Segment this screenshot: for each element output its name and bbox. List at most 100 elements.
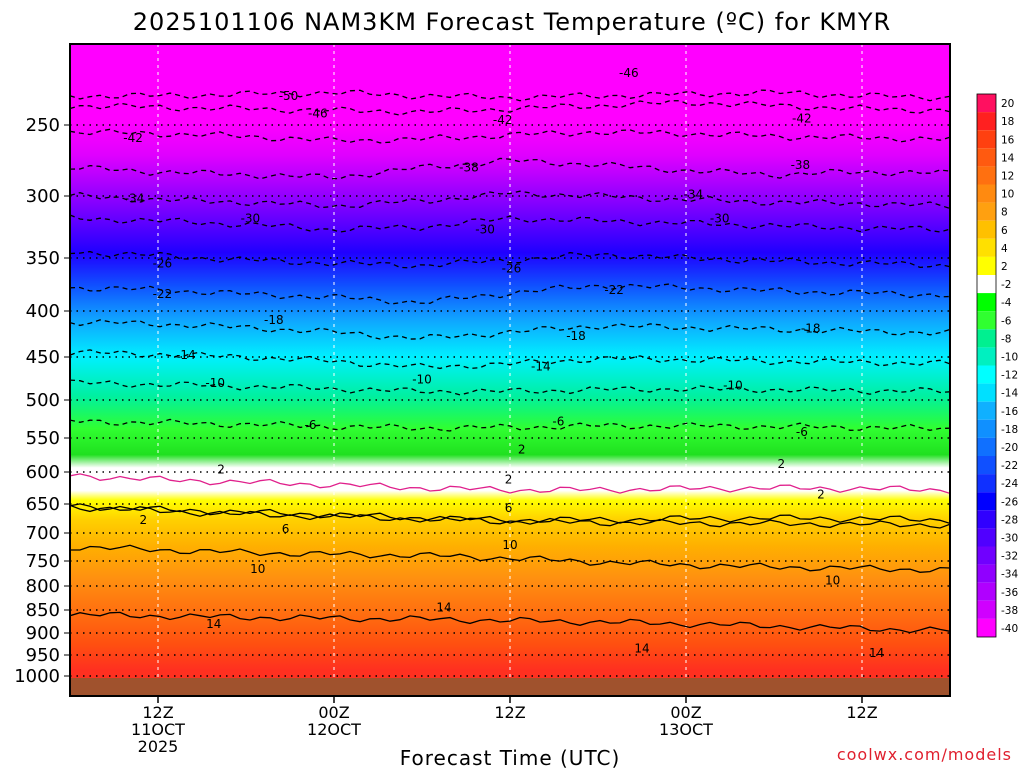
colorbar-label: -2 [1001, 279, 1011, 291]
contour-label: 2 [518, 443, 526, 457]
colorbar-cell [977, 347, 996, 366]
contour-label: -30 [475, 222, 495, 236]
x-tick-label: 00Z [670, 703, 701, 722]
contour-label: -38 [459, 161, 479, 175]
colorbar-label: -34 [1001, 569, 1018, 581]
colorbar-label: 16 [1001, 134, 1015, 146]
contour-label: 10 [250, 562, 265, 576]
colorbar-cell [977, 184, 996, 203]
colorbar-cell [977, 419, 996, 438]
colorbar-label: -40 [1001, 623, 1018, 635]
y-tick-label: 450 [26, 347, 60, 368]
colorbar-label: 18 [1001, 116, 1014, 128]
contour-label: -30 [710, 211, 730, 225]
colorbar-cell [977, 365, 996, 384]
contour-label: -46 [308, 107, 328, 121]
contour-label: -6 [552, 414, 564, 428]
contour-lines [70, 89, 950, 634]
contour-label: -34 [125, 191, 145, 205]
contour-line [70, 503, 950, 525]
contour-label: -14 [176, 348, 196, 362]
contour-label: -22 [153, 287, 173, 301]
contour-label: -18 [801, 321, 821, 335]
contour-label: -46 [619, 66, 639, 80]
y-tick-label: 350 [26, 248, 60, 269]
colorbar-cell [977, 293, 996, 312]
colorbar-cell [977, 112, 996, 131]
colorbar-label: -24 [1001, 478, 1018, 490]
contour-label: -10 [723, 378, 743, 392]
contour-label: -22 [604, 283, 624, 297]
contour-label: 14 [634, 641, 649, 655]
y-tick-label: 900 [26, 623, 60, 644]
contour-line [70, 100, 950, 116]
contour-line [70, 379, 950, 396]
colorbar-label: -14 [1001, 388, 1018, 400]
x-tick-label: 12Z [494, 703, 525, 722]
colorbar-cell [977, 401, 996, 420]
x-axis-title: Forecast Time (UTC) [400, 746, 621, 768]
y-tick-label: 550 [26, 428, 60, 449]
colorbar-cell [977, 456, 996, 475]
y-tick-label: 850 [26, 600, 60, 621]
colorbar-cell [977, 202, 996, 221]
colorbar-cell [977, 94, 996, 113]
credit-text: coolwx.com/models [837, 745, 1012, 764]
colorbar-label: -4 [1001, 297, 1012, 309]
y-tick-label: 950 [26, 645, 60, 666]
colorbar-cell [977, 329, 996, 348]
colorbar-cell [977, 618, 996, 637]
colorbar-label: -18 [1001, 424, 1018, 436]
colorbar-cell [977, 600, 996, 619]
y-tick-label: 750 [26, 551, 60, 572]
contour-line [70, 504, 950, 529]
colorbar-frame [976, 93, 997, 638]
colorbar-cell [977, 564, 996, 583]
contour-label: 2 [140, 513, 148, 527]
contour-label: -42 [792, 112, 812, 126]
colorbar-label: -20 [1001, 442, 1018, 454]
contour-label: 14 [869, 646, 884, 660]
colorbar-label: 4 [1001, 243, 1008, 255]
plot-area: -50 -46 -46 -42 -42 -42 -38 -38 -34 -34 -30 -30 -30 -… [70, 44, 950, 696]
contour-label: -18 [566, 329, 586, 343]
colorbar-label: 10 [1001, 189, 1014, 201]
colorbar-label: 12 [1001, 170, 1014, 182]
contour-label: -26 [502, 262, 522, 276]
contour-label: -30 [241, 211, 261, 225]
y-tick-label: 700 [26, 523, 60, 544]
x-tick-label: 11OCT [131, 720, 185, 739]
contour-label: 2 [778, 457, 786, 471]
colorbar-label: -8 [1001, 333, 1011, 345]
contour-label: -34 [684, 188, 704, 202]
colorbar-cell [977, 220, 996, 239]
colorbar-label: 2 [1001, 261, 1008, 273]
colorbar: 20 18 16 14 12 10 8 6 4 2 -2 -4 -6 -8 -10 -12 -14 -16 -18 -… [976, 93, 1018, 638]
contour-label: -6 [796, 425, 808, 439]
contour-line [70, 283, 950, 305]
contour-label: 6 [282, 522, 290, 536]
contour-label: 2 [817, 487, 825, 501]
y-tick-label: 400 [26, 301, 60, 322]
colorbar-label: 14 [1001, 152, 1015, 164]
contour-label: 14 [206, 617, 221, 631]
contour-label: -18 [264, 313, 284, 327]
colorbar-label: -22 [1001, 460, 1018, 472]
x-tick-label: 12Z [142, 703, 173, 722]
colorbar-label: -6 [1001, 315, 1012, 327]
y-tick-label: 650 [26, 494, 60, 515]
y-tick-label: 250 [26, 115, 60, 136]
colorbar-label: -36 [1001, 587, 1018, 599]
colorbar-cell [977, 510, 996, 529]
colorbar-label: -32 [1001, 551, 1018, 563]
colorbar-cell [977, 474, 996, 493]
contour-line [70, 473, 950, 495]
contour-label: 6 [505, 501, 513, 515]
contour-line [70, 250, 950, 269]
y-axis: 2503003504004505005506006507007508008509… [14, 115, 70, 687]
contour-label: 2 [217, 462, 225, 476]
contour-label: -38 [791, 158, 811, 172]
colorbar-label: -16 [1001, 406, 1018, 418]
contour-label: -10 [412, 372, 432, 386]
